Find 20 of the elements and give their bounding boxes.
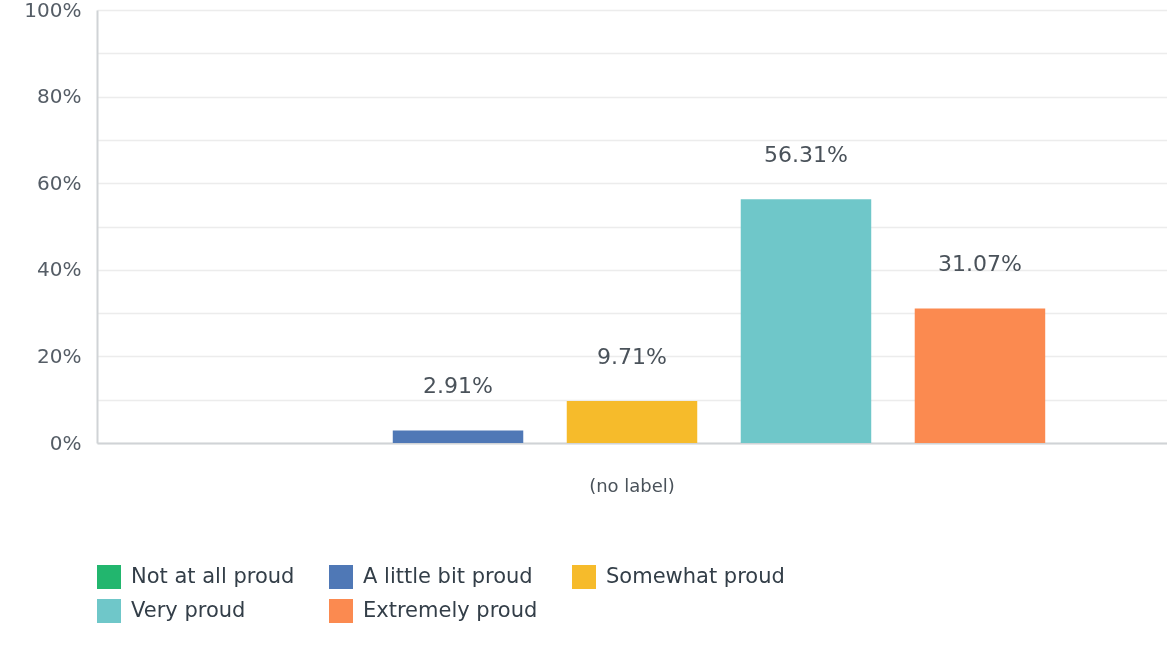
data-label: 56.31%: [764, 142, 848, 168]
legend-label: A little bit proud: [363, 564, 533, 588]
y-tick-label: 60%: [37, 170, 82, 195]
y-tick-label: 80%: [37, 84, 82, 109]
bar: [914, 308, 1046, 443]
bar: [740, 199, 872, 443]
data-label: 9.71%: [597, 343, 667, 369]
legend-label: Not at all proud: [131, 564, 295, 588]
y-tick-label: 40%: [37, 257, 82, 282]
bar: [566, 400, 698, 443]
x-tick-label: (no label): [589, 474, 675, 496]
bar: [392, 430, 524, 443]
legend-label: Somewhat proud: [606, 564, 785, 588]
data-label: 2.91%: [423, 373, 493, 399]
y-tick-label: 20%: [37, 343, 82, 368]
y-tick-label: 0%: [49, 430, 82, 455]
legend-label: Very proud: [131, 598, 246, 622]
data-label: 31.07%: [938, 251, 1022, 277]
y-tick-label: 100%: [24, 0, 82, 22]
legend-label: Extremely proud: [363, 598, 538, 622]
